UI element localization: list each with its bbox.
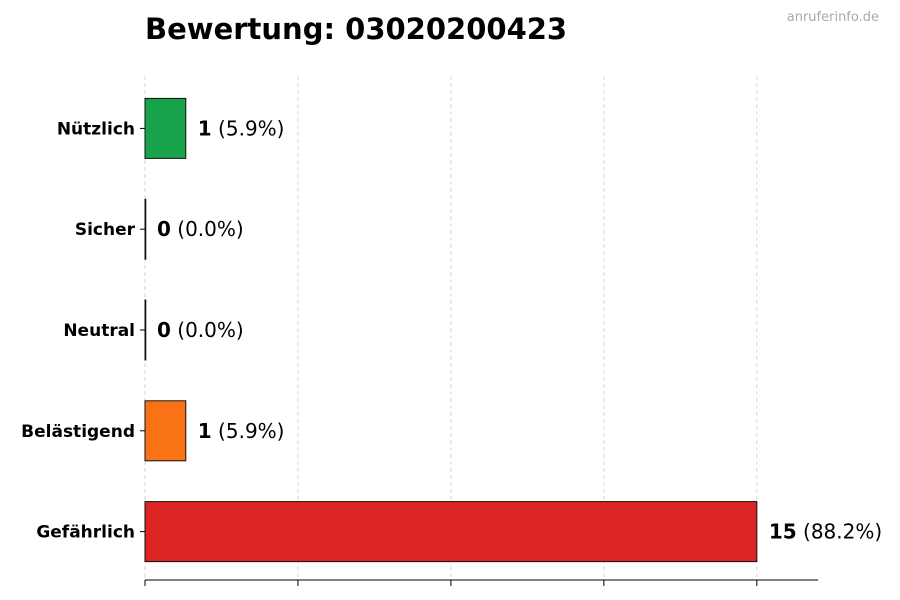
percent-label: (0.0%)	[171, 318, 244, 342]
value-label: 0	[157, 318, 171, 342]
category-label: Nützlich	[57, 119, 135, 139]
data-label: 0 (0.0%)	[157, 217, 244, 241]
category-label: Gefährlich	[36, 523, 135, 543]
data-label: 15 (88.2%)	[769, 520, 882, 544]
data-label: 1 (5.9%)	[198, 116, 285, 140]
bar	[144, 501, 758, 563]
percent-label: (5.9%)	[212, 116, 285, 140]
value-label: 0	[157, 217, 171, 241]
category-label: Belästigend	[21, 422, 135, 442]
category-label: Neutral	[63, 321, 135, 341]
bar	[144, 97, 187, 159]
value-label: 15	[769, 520, 797, 544]
percent-label: (5.9%)	[212, 419, 285, 443]
value-label: 1	[198, 116, 212, 140]
bar	[144, 400, 187, 462]
chart-title: Bewertung: 03020200423	[145, 12, 568, 46]
category-label: Sicher	[75, 220, 136, 240]
percent-label: (88.2%)	[797, 520, 883, 544]
bar	[144, 198, 147, 260]
bar	[144, 299, 147, 361]
value-label: 1	[198, 419, 212, 443]
watermark: anruferinfo.de	[786, 10, 879, 25]
percent-label: (0.0%)	[171, 217, 244, 241]
data-label: 1 (5.9%)	[198, 419, 285, 443]
data-label: 0 (0.0%)	[157, 318, 244, 342]
